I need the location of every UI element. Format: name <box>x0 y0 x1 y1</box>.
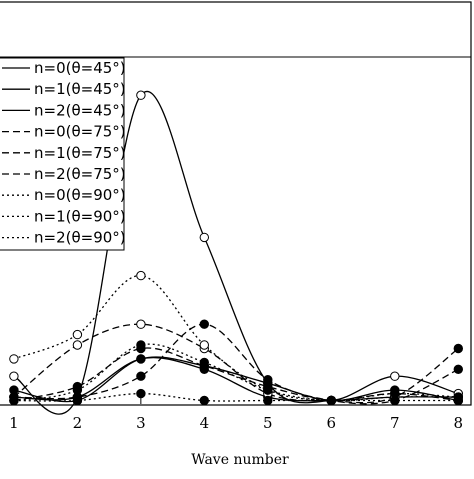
legend-label-4: n=1(θ=75°) <box>34 144 126 162</box>
x-tick-label-6: 7 <box>390 414 400 432</box>
legend-label-6: n=0(θ=90°) <box>34 186 126 204</box>
series-0-point-6 <box>390 371 400 381</box>
x-tick-label-2: 3 <box>136 414 146 432</box>
series-2-point-2 <box>136 354 146 364</box>
series-line-5 <box>13 323 459 405</box>
legend-label-3: n=0(θ=75°) <box>34 123 126 141</box>
series-line-2 <box>13 356 459 403</box>
series-7-point-3 <box>199 357 210 368</box>
series-4-point-7 <box>453 343 463 354</box>
series-5-point-7 <box>453 364 463 374</box>
series-0-point-2 <box>136 90 146 100</box>
series-group <box>9 90 463 415</box>
x-tick-label-3: 4 <box>200 414 210 432</box>
series-0-point-3 <box>199 232 210 243</box>
legend-label-7: n=1(θ=90°) <box>34 207 126 225</box>
series-6-point-1 <box>72 329 83 340</box>
series-7-point-2 <box>136 340 146 350</box>
series-6-point-3 <box>199 340 210 350</box>
series-7-point-4 <box>263 385 273 395</box>
series-0-point-0 <box>9 371 19 381</box>
series-5-point-2 <box>136 371 146 381</box>
x-tick-label-7: 8 <box>454 414 464 432</box>
series-line-7 <box>13 343 459 402</box>
series-line-6 <box>13 274 459 402</box>
x-tick-label-0: 1 <box>9 414 19 432</box>
series-3-point-2 <box>136 319 146 329</box>
legend-label-1: n=1(θ=45°) <box>34 80 126 98</box>
series-line-0 <box>13 91 459 415</box>
x-tick-label-5: 6 <box>327 414 337 432</box>
series-5-point-4 <box>263 375 273 385</box>
series-7-point-1 <box>72 385 83 395</box>
legend-label-5: n=2(θ=75°) <box>34 165 126 183</box>
legend-label-2: n=2(θ=45°) <box>34 101 126 119</box>
series-8-point-2 <box>136 388 146 399</box>
series-3-point-1 <box>72 340 83 350</box>
plot-frame <box>0 1 472 406</box>
x-tick-label-1: 2 <box>73 414 83 432</box>
legend: n=0(θ=45°) n=1(θ=45°) n=2(θ=45°) n=0(θ=75°)… <box>0 57 126 251</box>
series-line-8 <box>13 392 459 402</box>
legend-label-8: n=2(θ=90°) <box>34 229 126 247</box>
legend-box <box>0 57 125 251</box>
series-6-point-2 <box>136 270 146 281</box>
x-axis: 1 2 3 4 5 6 7 8 <box>9 398 463 432</box>
x-axis-label: Wave number <box>191 452 289 468</box>
x-tick-label-4: 5 <box>263 414 273 432</box>
legend-label-0: n=0(θ=45°) <box>34 59 126 77</box>
series-5-point-3 <box>199 319 210 329</box>
series-6-point-0 <box>9 354 19 364</box>
